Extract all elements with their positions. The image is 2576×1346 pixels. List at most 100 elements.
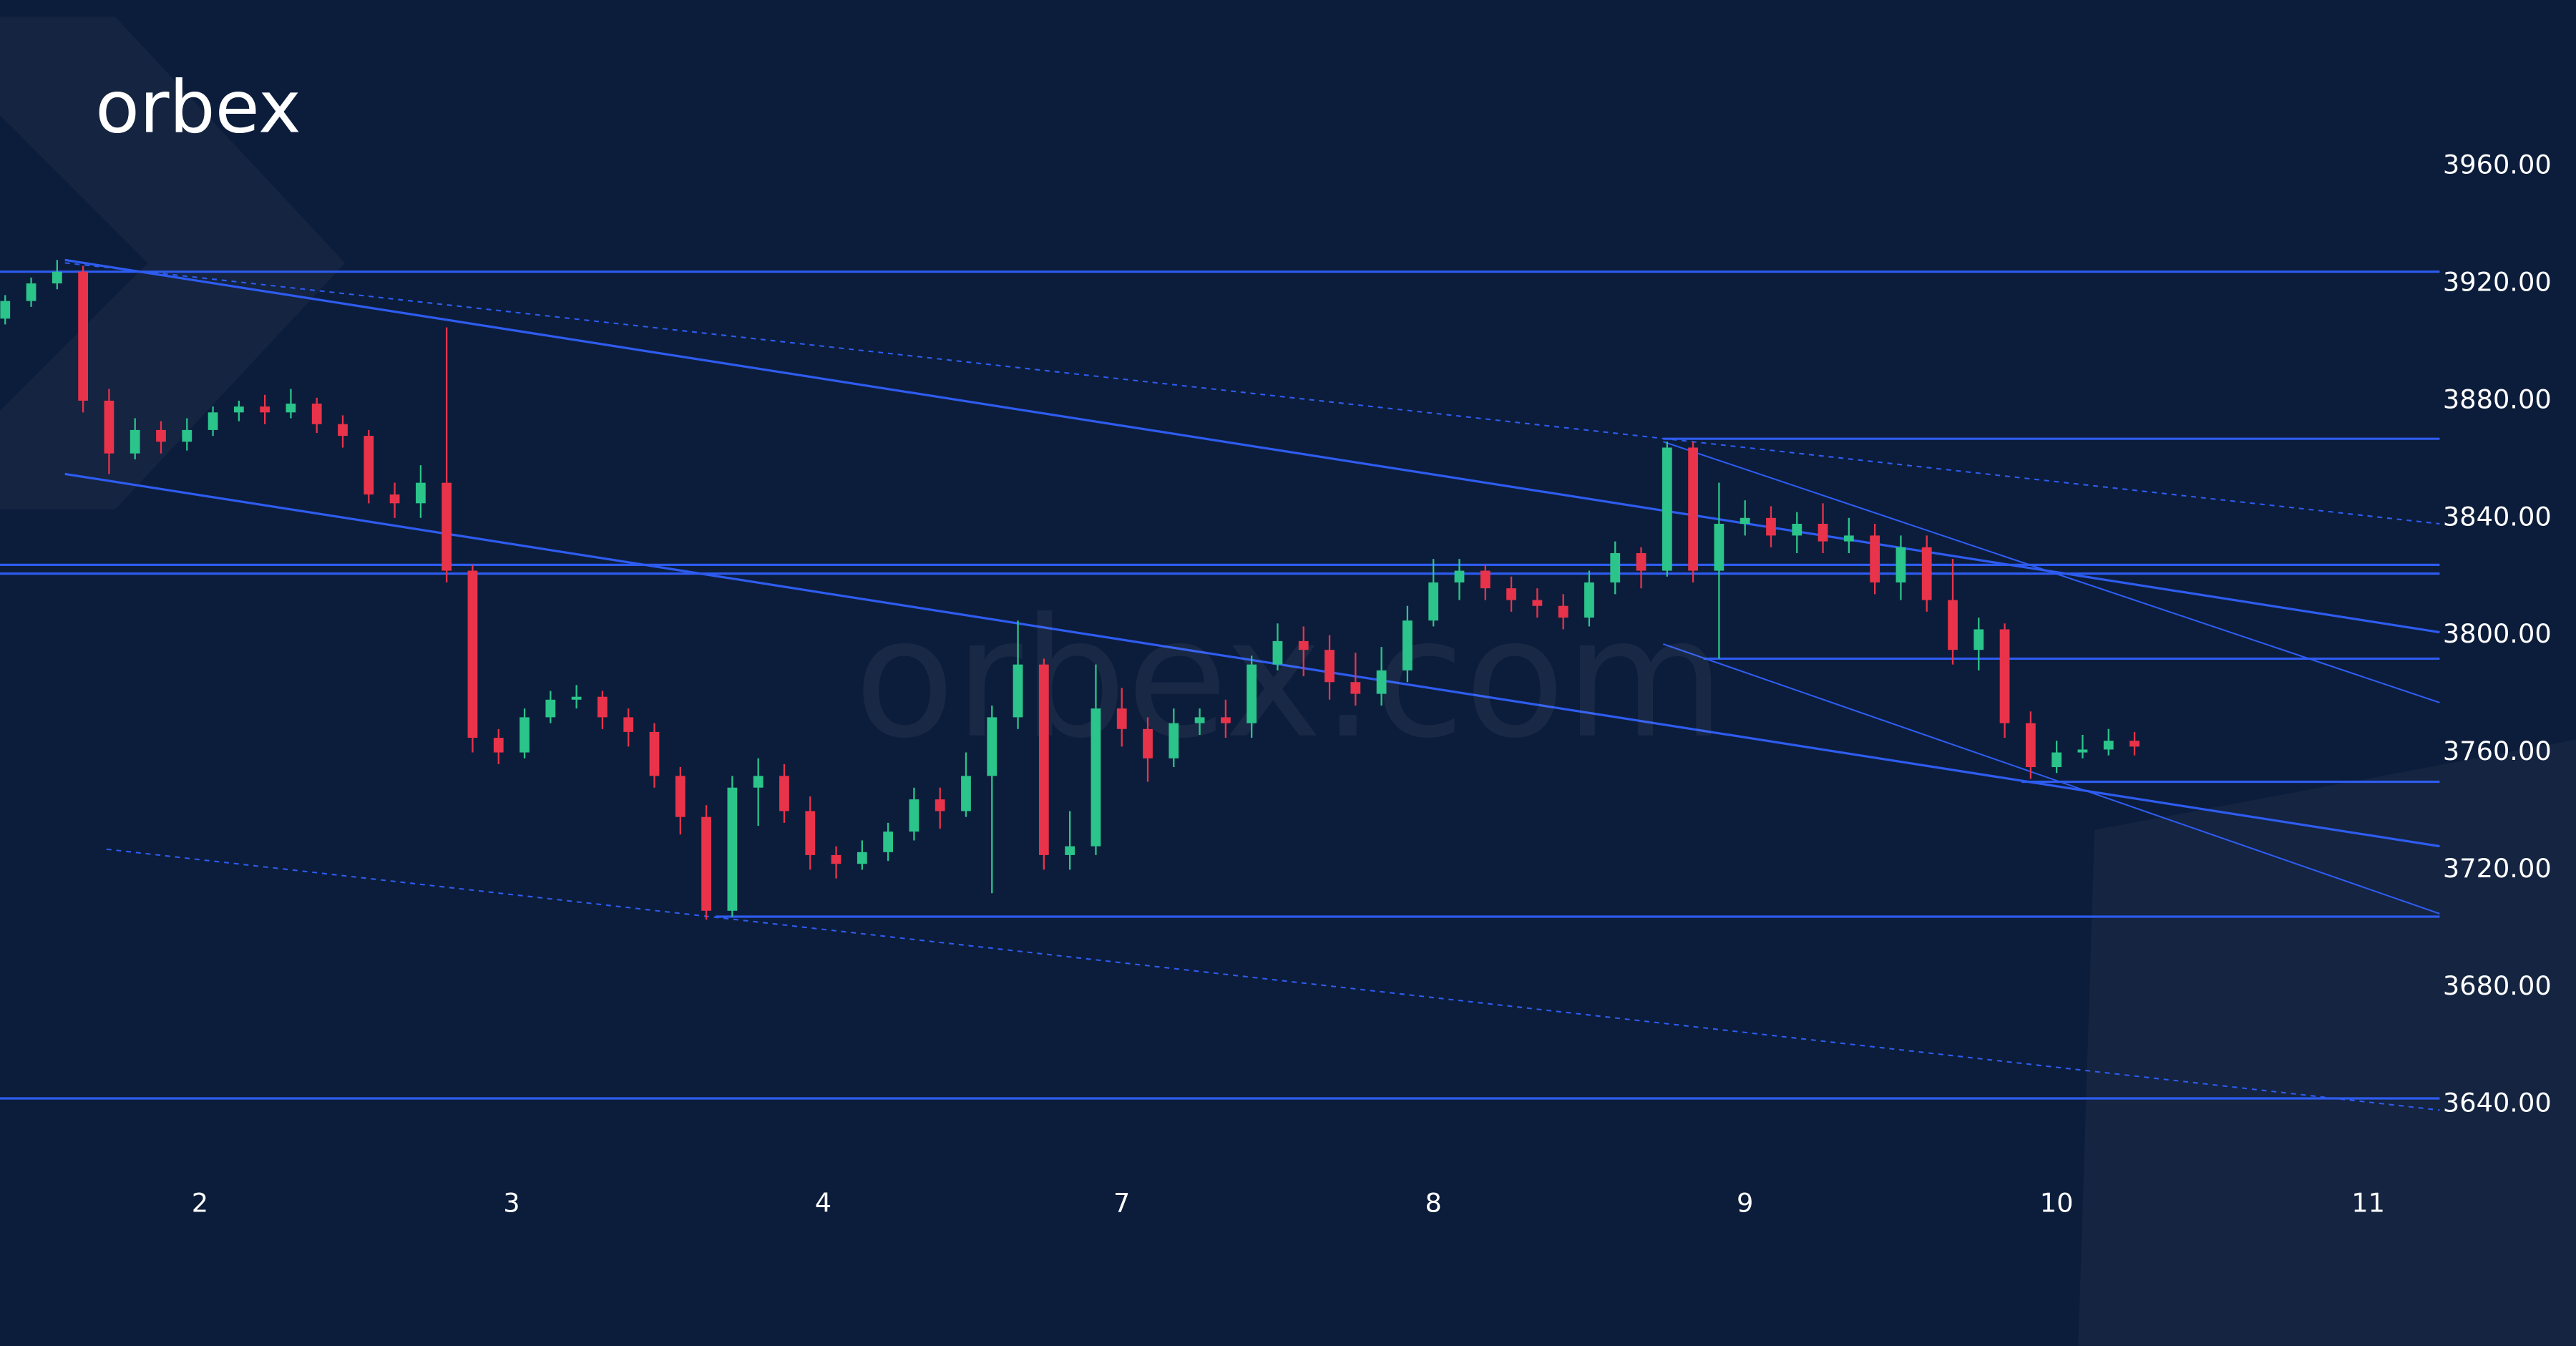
candle-body <box>389 494 400 504</box>
candle-body <box>2129 741 2140 747</box>
y-tick-label: 3680.00 <box>2443 970 2552 1001</box>
x-tick-label: 3 <box>503 1188 519 1219</box>
candle-body <box>987 717 997 776</box>
candle-body <box>1091 708 1101 847</box>
candle-body <box>1558 605 1568 618</box>
candle-body <box>467 570 478 738</box>
candle-body <box>727 787 738 911</box>
y-tick-label: 3720.00 <box>2443 853 2552 884</box>
candle-body <box>2051 752 2062 768</box>
candle-body <box>1350 682 1361 694</box>
candle-body <box>649 731 660 776</box>
candle-body <box>909 799 919 832</box>
y-tick-label: 3640.00 <box>2443 1088 2552 1118</box>
watermark: orbex.com <box>854 584 1725 775</box>
candle-body <box>286 404 296 413</box>
candle-body <box>2025 723 2036 768</box>
candle-body <box>1843 535 1854 542</box>
candle-body <box>623 717 634 732</box>
candle-body <box>1896 547 1906 582</box>
candle-body <box>78 271 89 401</box>
candle-body <box>52 271 62 284</box>
x-tick-label: 11 <box>2351 1188 2385 1219</box>
decor-shape <box>2078 739 2576 1345</box>
candle-body <box>883 832 894 852</box>
candle-body <box>182 429 192 442</box>
candle-body <box>1870 535 1880 582</box>
x-tick-label: 2 <box>192 1188 208 1219</box>
candle-body <box>1506 588 1516 600</box>
candle-body <box>1376 670 1387 694</box>
candle-body <box>156 429 166 442</box>
candle-body <box>1038 664 1049 855</box>
x-tick-label: 10 <box>2040 1188 2074 1219</box>
candle-body <box>1402 620 1413 670</box>
candle-body <box>1948 600 1958 650</box>
candle-body <box>416 482 426 504</box>
candle-body <box>441 482 452 571</box>
candle-body <box>364 436 374 495</box>
candle-body <box>1480 570 1491 589</box>
candle-body <box>961 776 971 811</box>
trend-line <box>106 848 2440 1111</box>
candle-body <box>1818 523 1828 542</box>
trend-line <box>1663 441 2440 703</box>
candle-body <box>545 699 556 718</box>
candle-body <box>1662 447 1672 571</box>
candle-body <box>1143 728 1153 759</box>
x-tick-label: 8 <box>1425 1188 1442 1219</box>
x-tick-label: 7 <box>1113 1188 1130 1219</box>
candle-body <box>26 283 36 301</box>
candle-body <box>0 301 11 319</box>
candle-body <box>338 424 348 437</box>
candle-body <box>779 776 789 811</box>
candle-body <box>1169 723 1179 759</box>
candle-body <box>675 776 686 817</box>
trend-line <box>1663 643 2440 915</box>
candle-body <box>1272 640 1283 665</box>
candle-body <box>1610 552 1621 582</box>
candle-body <box>311 404 322 424</box>
candle-body <box>1999 629 2010 723</box>
trend-line <box>64 262 2440 525</box>
logo: orbex <box>95 64 301 149</box>
y-tick-label: 3960.00 <box>2443 150 2552 180</box>
x-tick-label: 4 <box>815 1188 831 1219</box>
candle-body <box>208 412 218 430</box>
y-tick-label: 3760.00 <box>2443 736 2552 766</box>
candle-body <box>233 406 244 413</box>
candle-body <box>935 799 945 811</box>
candle-body <box>1532 600 1543 606</box>
candle-body <box>1921 547 1932 600</box>
candle-body <box>1428 582 1439 621</box>
candle-body <box>2077 749 2088 753</box>
candle-body <box>1298 640 1309 650</box>
candle-body <box>857 852 867 864</box>
candle-body <box>1194 717 1205 723</box>
candle-body <box>753 776 763 788</box>
x-tick-label: 9 <box>1737 1188 1753 1219</box>
candle-body <box>1740 517 1750 524</box>
candle-body <box>831 854 841 864</box>
candle-body <box>1766 517 1776 536</box>
candle-body <box>805 811 816 855</box>
candle-body <box>1454 570 1465 582</box>
candle-body <box>1792 523 1802 536</box>
candle-body <box>1714 523 1724 571</box>
candle-body <box>597 696 608 718</box>
candle-body <box>1246 664 1257 723</box>
y-tick-label: 3800.00 <box>2443 618 2552 649</box>
candle-body <box>2103 741 2114 750</box>
candle-body <box>1584 582 1594 618</box>
candle-body <box>701 816 711 911</box>
candle-body <box>1324 650 1335 683</box>
candle-body <box>130 429 140 454</box>
y-tick-label: 3920.00 <box>2443 267 2552 298</box>
candle-body <box>1220 717 1231 723</box>
y-tick-label: 3840.00 <box>2443 501 2552 532</box>
candle-body <box>1013 664 1023 718</box>
candle-body <box>1636 552 1646 571</box>
candle-body <box>571 696 582 700</box>
